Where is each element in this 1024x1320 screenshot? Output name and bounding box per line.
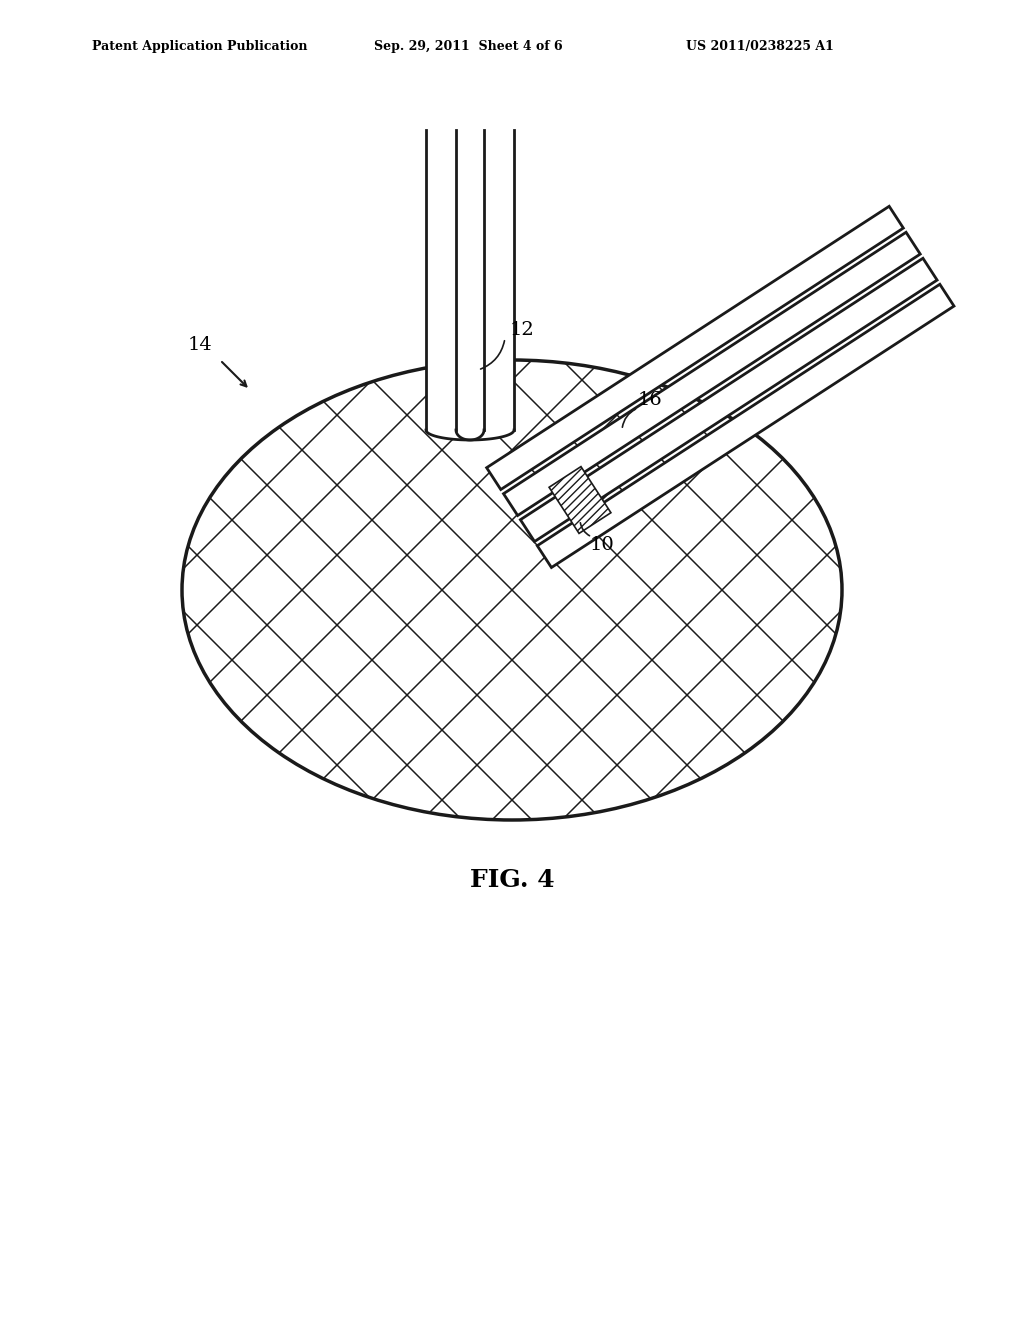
- Polygon shape: [426, 129, 514, 430]
- Ellipse shape: [182, 360, 842, 820]
- Text: 16: 16: [638, 391, 663, 409]
- Text: US 2011/0238225 A1: US 2011/0238225 A1: [686, 40, 834, 53]
- Polygon shape: [549, 466, 611, 533]
- Polygon shape: [538, 284, 954, 568]
- Text: Sep. 29, 2011  Sheet 4 of 6: Sep. 29, 2011 Sheet 4 of 6: [374, 40, 562, 53]
- Text: Patent Application Publication: Patent Application Publication: [92, 40, 307, 53]
- Text: 12: 12: [510, 321, 535, 339]
- Text: 10: 10: [590, 536, 614, 554]
- Text: 14: 14: [187, 337, 212, 354]
- Polygon shape: [504, 232, 921, 516]
- Polygon shape: [426, 430, 514, 440]
- Text: FIG. 4: FIG. 4: [470, 869, 554, 892]
- Polygon shape: [520, 259, 937, 541]
- Polygon shape: [486, 206, 903, 490]
